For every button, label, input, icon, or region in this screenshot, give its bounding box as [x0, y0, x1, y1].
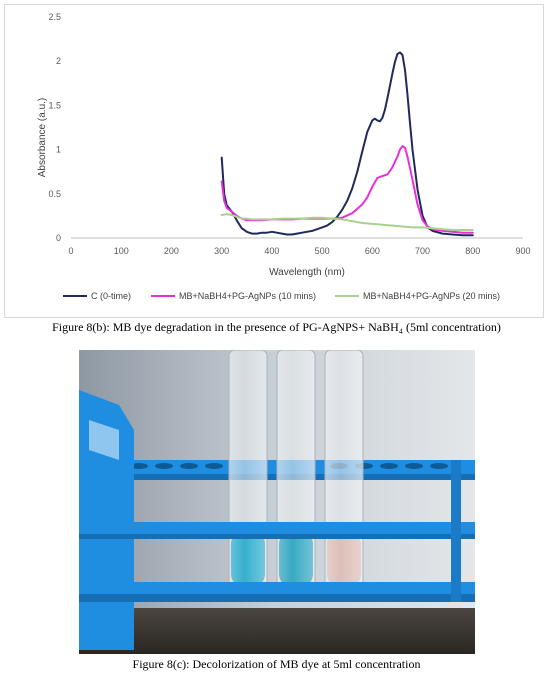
- chart-axes: 0 100 200 300 400 500 600 700 800 900 0 0.5 1 1.5 2 2.5: [48, 12, 530, 256]
- x-tick-label: 600: [365, 246, 380, 256]
- x-tick-label: 300: [214, 246, 229, 256]
- y-tick-label: 1.5: [48, 100, 61, 110]
- legend-label-3: MB+NaBH4+PG-AgNPs (20 mins): [363, 291, 500, 301]
- legend-label-2: MB+NaBH4+PG-AgNPs (10 mins): [179, 291, 316, 301]
- chart-legend: C (0-time) MB+NaBH4+PG-AgNPs (10 mins) MB+…: [63, 291, 500, 301]
- x-tick-label: 400: [264, 246, 279, 256]
- series-line-1: [220, 51, 474, 237]
- rack-middle-rail: [79, 522, 475, 534]
- y-tick-label: 0: [56, 233, 61, 243]
- table-surface: [79, 608, 475, 654]
- test-tube-3: [324, 350, 364, 591]
- x-tick-label: 900: [515, 246, 530, 256]
- x-tick-label: 700: [415, 246, 430, 256]
- test-tube-1: [228, 350, 268, 591]
- chart-series: [220, 51, 474, 237]
- y-tick-label: 0.5: [48, 189, 61, 199]
- x-tick-label: 800: [465, 246, 480, 256]
- rack-bottom-rail: [79, 582, 475, 594]
- y-axis-label: Absorbance (a.u.): [37, 98, 48, 178]
- absorbance-chart: 0 100 200 300 400 500 600 700 800 900 0 0.5 1 1.5 2 2.5…: [37, 12, 531, 301]
- chart-container: 0 100 200 300 400 500 600 700 800 900 0 0.5 1 1.5 2 2.5…: [4, 4, 544, 318]
- y-tick-label: 2: [56, 56, 61, 66]
- rack-right-post: [451, 460, 461, 602]
- figure-8c-caption: Figure 8(c): Decolorization of MB dye at…: [132, 657, 421, 671]
- test-tube-2: [276, 350, 316, 591]
- x-tick-label: 100: [114, 246, 129, 256]
- y-tick-label: 2.5: [48, 12, 61, 22]
- figure-8b-caption: Figure 8(b): MB dye degradation in the p…: [52, 320, 501, 334]
- test-tubes-illustration: [79, 350, 475, 654]
- x-tick-label: 200: [164, 246, 179, 256]
- x-tick-label: 0: [68, 246, 73, 256]
- x-axis-label: Wavelength (nm): [269, 267, 345, 278]
- legend-label-1: C (0-time): [91, 291, 131, 301]
- x-tick-label: 500: [315, 246, 330, 256]
- test-tube-photo: [79, 350, 475, 654]
- y-tick-label: 1: [56, 145, 61, 155]
- series-line-2: [220, 145, 474, 234]
- series-line-3: [220, 213, 474, 231]
